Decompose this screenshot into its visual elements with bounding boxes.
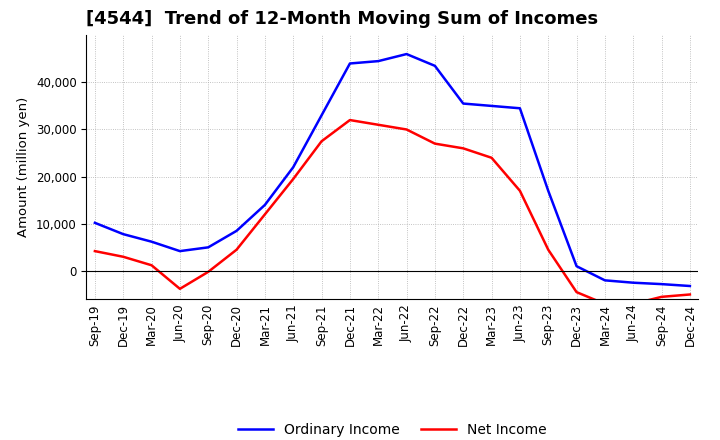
Net Income — [119, 254, 127, 260]
Ordinary Income — [600, 278, 609, 283]
Net Income — [459, 146, 467, 151]
Ordinary Income — [544, 188, 552, 194]
Net Income — [148, 263, 156, 268]
Net Income — [204, 269, 212, 275]
Net Income — [600, 301, 609, 307]
Net Income — [318, 139, 326, 144]
Legend: Ordinary Income, Net Income: Ordinary Income, Net Income — [233, 417, 552, 440]
Ordinary Income — [402, 51, 411, 57]
Net Income — [346, 117, 354, 123]
Net Income — [487, 155, 496, 161]
Ordinary Income — [459, 101, 467, 106]
Ordinary Income — [318, 113, 326, 118]
Ordinary Income — [233, 228, 241, 234]
Net Income — [516, 188, 524, 194]
Ordinary Income — [657, 282, 666, 287]
Ordinary Income — [685, 283, 694, 289]
Line: Net Income: Net Income — [95, 120, 690, 304]
Net Income — [402, 127, 411, 132]
Text: [4544]  Trend of 12-Month Moving Sum of Incomes: [4544] Trend of 12-Month Moving Sum of I… — [86, 10, 598, 28]
Net Income — [544, 247, 552, 253]
Ordinary Income — [119, 231, 127, 237]
Ordinary Income — [289, 165, 297, 170]
Ordinary Income — [261, 202, 269, 208]
Y-axis label: Amount (million yen): Amount (million yen) — [17, 97, 30, 237]
Ordinary Income — [91, 220, 99, 225]
Ordinary Income — [148, 239, 156, 244]
Net Income — [289, 176, 297, 182]
Net Income — [657, 294, 666, 300]
Net Income — [91, 249, 99, 254]
Ordinary Income — [572, 264, 581, 269]
Ordinary Income — [176, 249, 184, 254]
Net Income — [431, 141, 439, 146]
Ordinary Income — [431, 63, 439, 69]
Ordinary Income — [629, 280, 637, 286]
Ordinary Income — [346, 61, 354, 66]
Net Income — [629, 301, 637, 307]
Net Income — [176, 286, 184, 291]
Ordinary Income — [374, 59, 382, 64]
Net Income — [261, 212, 269, 217]
Net Income — [374, 122, 382, 128]
Ordinary Income — [204, 245, 212, 250]
Ordinary Income — [516, 106, 524, 111]
Ordinary Income — [487, 103, 496, 109]
Net Income — [572, 290, 581, 295]
Line: Ordinary Income: Ordinary Income — [95, 54, 690, 286]
Net Income — [233, 247, 241, 253]
Net Income — [685, 292, 694, 297]
